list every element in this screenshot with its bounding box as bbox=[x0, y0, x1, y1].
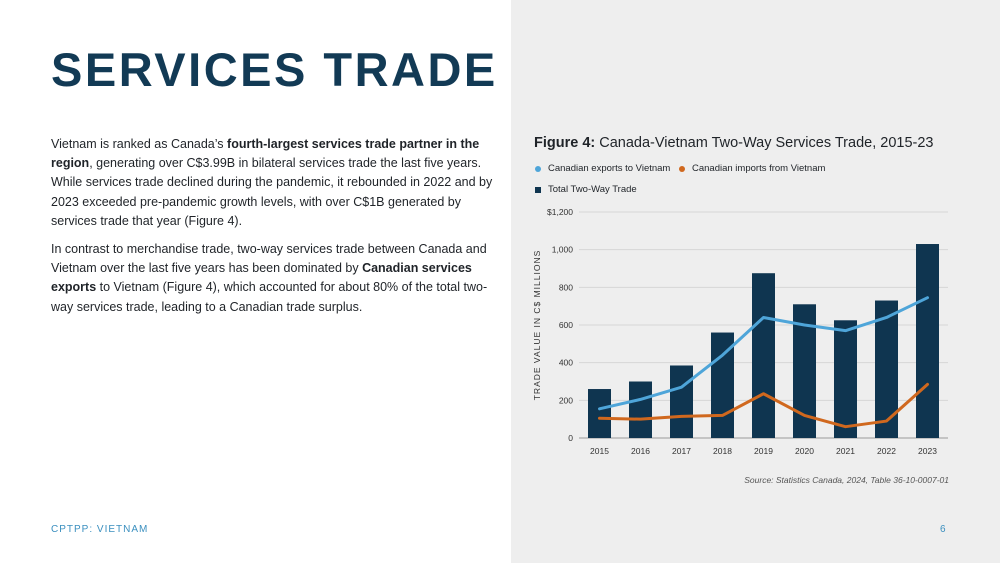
legend-imports: Canadian imports from Vietnam bbox=[679, 163, 825, 174]
page-title: SERVICES TRADE bbox=[51, 43, 498, 96]
x-tick-label-2018: 2018 bbox=[713, 446, 732, 456]
footer-label: CPTPP: VIETNAM bbox=[51, 524, 149, 535]
bar-total-2021 bbox=[834, 320, 857, 438]
contrast-paragraph: In contrast to merchandise trade, two-wa… bbox=[51, 240, 493, 317]
x-tick-label-2022: 2022 bbox=[877, 446, 896, 456]
bar-total-2015 bbox=[588, 389, 611, 438]
intro-run-1: fourth-largest services trade partner in… bbox=[51, 137, 480, 171]
y-tick-label-400: 400 bbox=[559, 358, 573, 368]
x-tick-label-2020: 2020 bbox=[795, 446, 814, 456]
x-tick-label-2015: 2015 bbox=[590, 446, 609, 456]
y-tick-label-1000: 1,000 bbox=[552, 245, 574, 255]
x-tick-label-2023: 2023 bbox=[918, 446, 937, 456]
bar-total-2017 bbox=[670, 365, 693, 438]
chart-source: Source: Statistics Canada, 2024, Table 3… bbox=[744, 475, 949, 485]
line-imports bbox=[598, 382, 929, 429]
bar-total-2019 bbox=[752, 273, 775, 438]
bar-total-2020 bbox=[793, 304, 816, 438]
legend-total: Total Two-Way Trade bbox=[535, 184, 637, 195]
y-tick-label-1200: $1,200 bbox=[547, 207, 573, 217]
legend-total-marker bbox=[535, 186, 541, 193]
x-tick-label-2019: 2019 bbox=[754, 446, 773, 456]
line-exports bbox=[598, 296, 929, 411]
contrast-run-0: In contrast to merchandise trade, two-wa… bbox=[51, 242, 487, 276]
contrast-run-1: Canadian services exports bbox=[51, 261, 472, 295]
legend-exports: Canadian exports to Vietnam bbox=[535, 163, 670, 174]
figure-title-text: Canada-Vietnam Two-Way Services Trade, 2… bbox=[599, 135, 934, 151]
intro-run-0: Vietnam is ranked as Canada’s bbox=[51, 137, 228, 151]
bar-total-2023 bbox=[916, 244, 939, 438]
figure-label: Figure 4: bbox=[534, 135, 596, 151]
legend-exports-marker bbox=[535, 165, 541, 172]
y-tick-label-0: 0 bbox=[568, 433, 573, 443]
figure-title: Figure 4: Canada-Vietnam Two-Way Service… bbox=[534, 135, 933, 151]
contrast-run-2: to Vietnam (Figure 4), which accounted f… bbox=[51, 280, 488, 314]
bar-total-2016 bbox=[629, 381, 652, 438]
legend-total-label: Total Two-Way Trade bbox=[548, 184, 637, 195]
intro-run-2: , generating over C$3.99B in bilateral s… bbox=[51, 156, 493, 228]
legend-imports-label: Canadian imports from Vietnam bbox=[692, 163, 826, 174]
bar-total-2022 bbox=[875, 300, 898, 438]
page-number: 6 bbox=[940, 524, 946, 535]
legend-imports-marker bbox=[679, 165, 685, 172]
x-tick-label-2016: 2016 bbox=[631, 446, 650, 456]
y-tick-label-800: 800 bbox=[559, 282, 573, 292]
y-tick-label-200: 200 bbox=[559, 395, 573, 405]
y-tick-label-600: 600 bbox=[559, 320, 573, 330]
intro-paragraph: Vietnam is ranked as Canada’s fourth-lar… bbox=[51, 135, 493, 231]
x-tick-label-2017: 2017 bbox=[672, 446, 691, 456]
legend-exports-label: Canadian exports to Vietnam bbox=[548, 163, 671, 174]
y-axis-label: TRADE VALUE IN C$ MILLIONS bbox=[532, 250, 542, 401]
x-tick-label-2021: 2021 bbox=[836, 446, 855, 456]
